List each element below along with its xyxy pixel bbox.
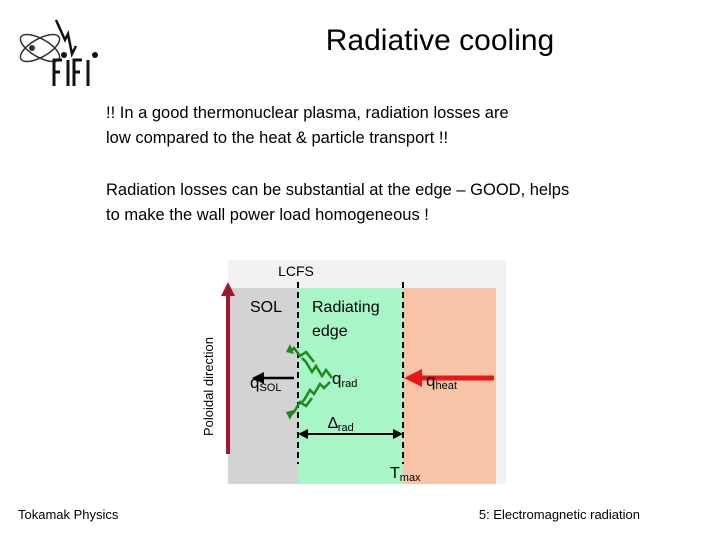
radiating-region <box>298 288 403 484</box>
delta-rad-label: ∆rad <box>328 415 354 434</box>
wave-arrowhead-top <box>286 344 294 354</box>
paragraph-line: Radiation losses can be substantial at t… <box>106 181 570 199</box>
paragraph-line: to make the wall power load homogeneous … <box>106 206 429 224</box>
lcfs-label: LCFS <box>278 263 314 279</box>
radiation-wave-lower <box>299 381 331 405</box>
qheat-label: qheat <box>426 371 457 392</box>
sol-region <box>228 288 298 484</box>
paragraph-line: !! In a good thermonuclear plasma, radia… <box>106 104 509 122</box>
qrad-label: qrad <box>332 369 357 390</box>
footer-chapter: 5: Electromagnetic radiation <box>478 507 640 522</box>
qsol-arrow-head <box>252 372 264 384</box>
poloidal-arrow-head <box>221 282 235 296</box>
radiation-wave-upper <box>301 357 333 379</box>
radiating-label-line1: Radiating <box>312 299 380 316</box>
wave-arrowhead-bottom <box>286 410 294 420</box>
institute-logo <box>19 19 98 86</box>
radiating-label-line2: edge <box>312 323 348 340</box>
slide-title: Radiative cooling <box>325 24 555 57</box>
paragraph-plasma-losses: !! In a good thermonuclear plasma, radia… <box>106 101 509 151</box>
poloidal-direction-label: Poloidal direction <box>201 337 216 436</box>
tmax-label: Tmax <box>390 465 421 484</box>
paragraph-edge-radiation: Radiation losses can be substantial at t… <box>106 178 569 228</box>
footer-course-title: Tokamak Physics <box>18 507 119 522</box>
qheat-arrow-head <box>404 369 422 387</box>
delta-rad-arrow-right <box>393 429 403 439</box>
sol-label: SOL <box>250 299 282 316</box>
radiation-wave-upper-outer <box>289 346 315 363</box>
qsol-label: qSOL <box>250 373 281 394</box>
radiating-edge-diagram: LCFS Poloidal direction SOL Radiating ed… <box>201 260 506 484</box>
paragraph-line: low compared to the heat & particle tran… <box>106 129 449 147</box>
core-region <box>403 288 496 484</box>
delta-rad-arrow-left <box>298 429 308 439</box>
